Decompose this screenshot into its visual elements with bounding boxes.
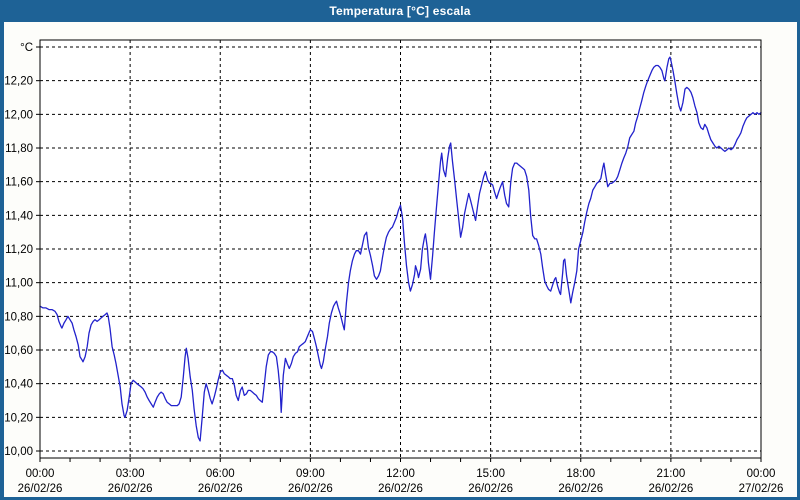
y-tick-label: 10,60 (4, 345, 33, 357)
chart-area: 12,20 12,00 11,80 11,60 11,40 11,20 11,00 10,80… (4, 22, 797, 497)
y-tick-label: 12,20 (4, 76, 33, 88)
y-tick-label: 11,40 (5, 210, 33, 222)
x-tick-date-label: 27/02/26 (739, 483, 784, 495)
y-tick-label: 11,60 (5, 177, 33, 189)
window-titlebar[interactable]: Temperatura [°C] escala (0, 0, 800, 22)
y-tick-label: 11,20 (5, 244, 33, 256)
x-tick-date-label: 26/02/26 (378, 483, 423, 495)
x-tick-time-label: 12:00 (386, 468, 415, 480)
y-tick-label: 11,00 (5, 278, 33, 290)
x-tick-time-label: 15:00 (476, 468, 505, 480)
y-tick-label: 11,80 (5, 143, 33, 155)
x-tick-date-label: 26/02/26 (108, 483, 153, 495)
x-tick-time-label: 03:00 (116, 468, 145, 480)
plot-border (39, 39, 762, 459)
window-border-right (797, 22, 800, 500)
window-border-bottom (0, 497, 800, 500)
x-tick-time-label: 09:00 (296, 468, 325, 480)
x-tick-date-label: 26/02/26 (18, 483, 63, 495)
x-tick-time-label: 21:00 (656, 468, 685, 480)
x-tick-date-label: 26/02/26 (198, 483, 243, 495)
x-tick-time-label: 00:00 (26, 468, 55, 480)
window-title: Temperatura [°C] escala (329, 4, 471, 18)
x-tick-time-label: 06:00 (206, 468, 235, 480)
y-tick-label: 10,40 (4, 379, 33, 391)
window-border-left (0, 22, 4, 500)
x-tick-date-label: 26/02/26 (288, 483, 333, 495)
y-axis-unit-label: °C (20, 42, 33, 54)
y-tick-label: 12,00 (4, 109, 33, 121)
x-tick-date-label: 26/02/26 (648, 483, 693, 495)
temperature-line-chart[interactable]: 12,20 12,00 11,80 11,60 11,40 11,20 11,00 10,80… (4, 22, 797, 497)
x-tick-time-label: 18:00 (566, 468, 595, 480)
x-tick-time-label: 00:00 (747, 468, 776, 480)
y-tick-label: 10,80 (4, 311, 33, 323)
y-tick-label: 10,00 (4, 446, 33, 458)
y-tick-label: 10,20 (4, 412, 33, 424)
x-tick-date-label: 26/02/26 (468, 483, 513, 495)
series-line-temperatura (39, 56, 762, 442)
x-tick-date-label: 26/02/26 (558, 483, 603, 495)
